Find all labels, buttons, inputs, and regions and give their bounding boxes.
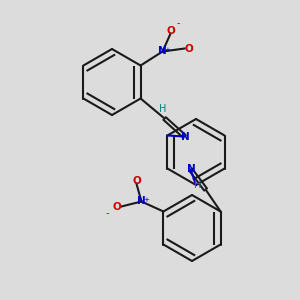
Text: N: N: [158, 46, 167, 56]
Text: -: -: [106, 208, 109, 218]
Text: N: N: [137, 196, 146, 206]
Text: O: O: [184, 44, 193, 53]
Text: O: O: [132, 176, 141, 185]
Text: O: O: [166, 26, 175, 35]
Text: H: H: [194, 179, 201, 190]
Text: O: O: [112, 202, 121, 212]
Text: +: +: [165, 47, 170, 53]
Text: H: H: [159, 103, 166, 113]
Text: +: +: [143, 197, 149, 203]
Text: -: -: [177, 19, 180, 28]
Text: N: N: [187, 164, 196, 173]
Text: N: N: [181, 133, 190, 142]
